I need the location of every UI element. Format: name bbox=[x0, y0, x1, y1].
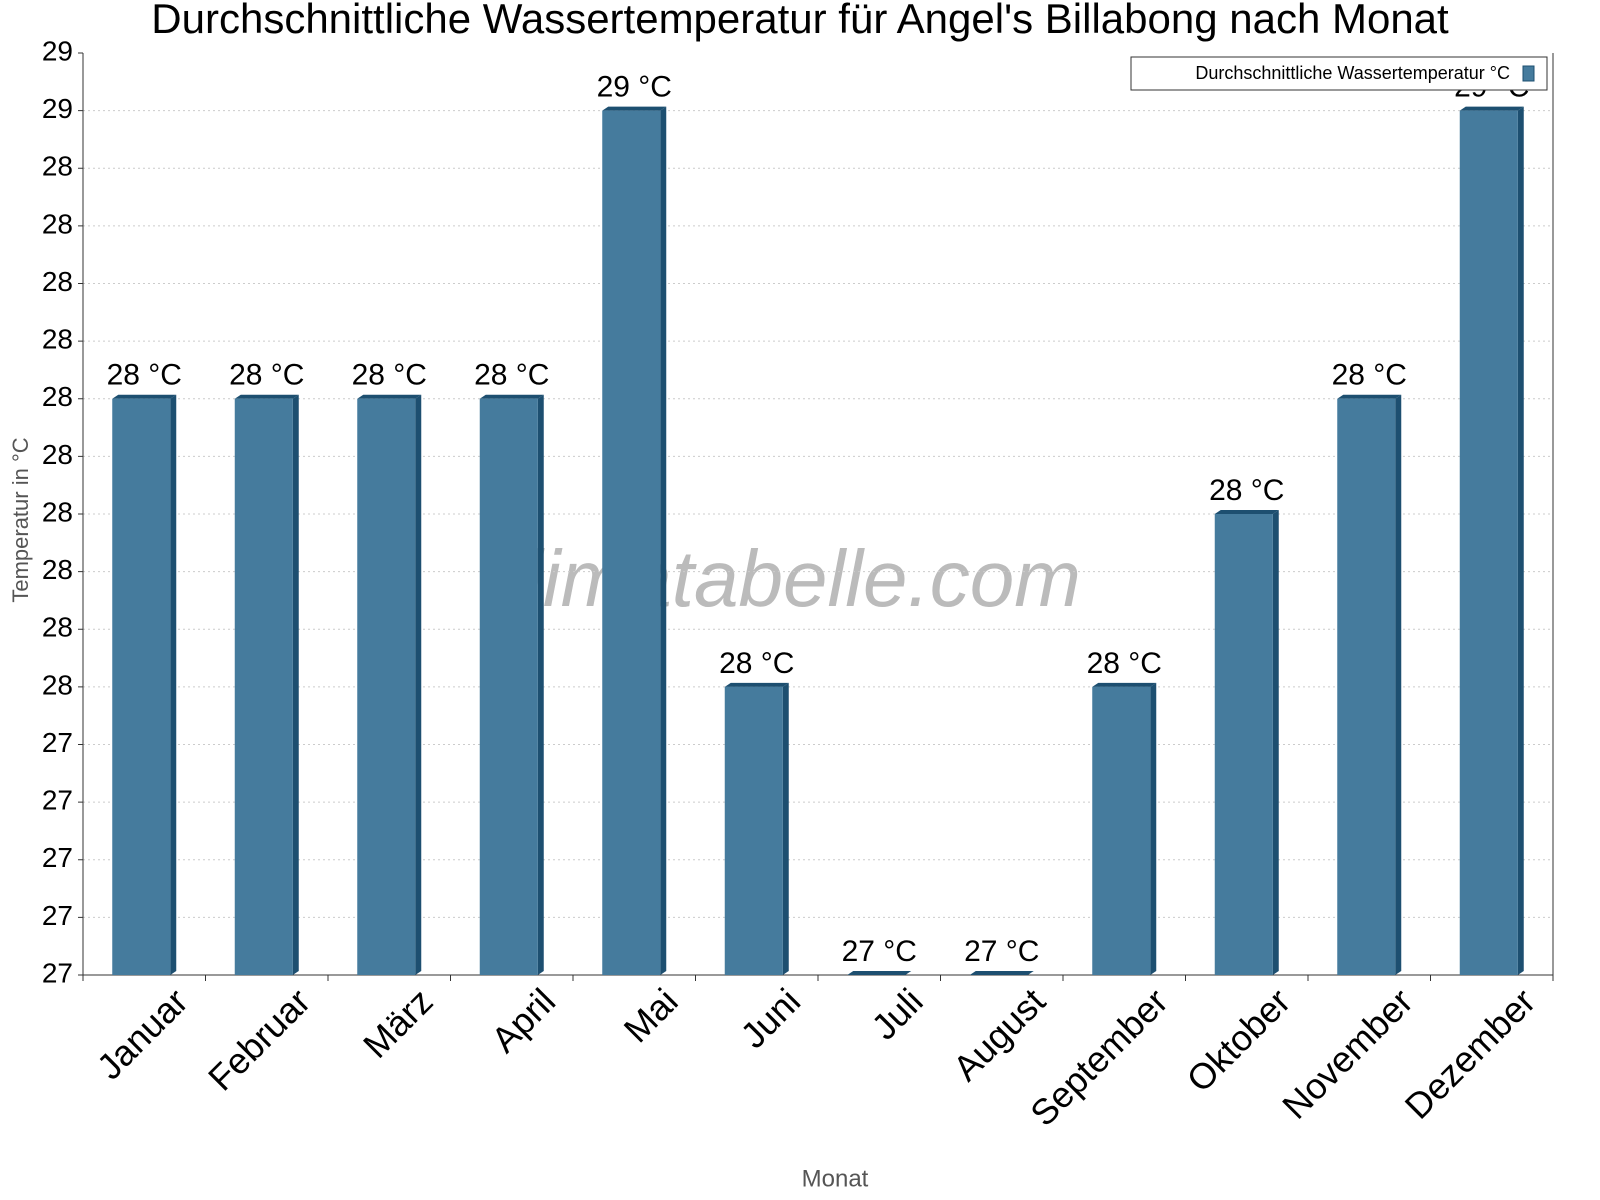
bar bbox=[602, 110, 661, 975]
y-tick-label: 28 bbox=[42, 381, 73, 412]
value-label: 28 °C bbox=[352, 359, 427, 392]
y-tick-label: 28 bbox=[42, 496, 73, 527]
value-label: 28 °C bbox=[474, 359, 549, 392]
bar-side bbox=[1395, 394, 1402, 975]
y-tick-label: 28 bbox=[42, 554, 73, 585]
bar bbox=[234, 398, 293, 975]
bar-top bbox=[357, 394, 422, 399]
y-tick-label: 28 bbox=[42, 266, 73, 297]
bar-side bbox=[1272, 510, 1279, 975]
bar-side bbox=[660, 106, 667, 975]
bar-side bbox=[170, 394, 177, 975]
bar-side bbox=[1150, 682, 1157, 975]
value-label: 29 °C bbox=[597, 71, 672, 104]
bar bbox=[1092, 686, 1151, 975]
x-tick-label: Januar bbox=[89, 980, 196, 1087]
y-tick-label: 28 bbox=[42, 669, 73, 700]
y-tick-label: 28 bbox=[42, 151, 73, 182]
bar-top bbox=[1214, 510, 1279, 514]
bar bbox=[1214, 514, 1273, 975]
bar-side bbox=[415, 394, 422, 975]
y-tick-label: 27 bbox=[42, 842, 73, 873]
bar-top bbox=[112, 394, 177, 399]
x-tick-label: April bbox=[483, 980, 563, 1060]
x-tick-label: Juli bbox=[863, 980, 930, 1047]
y-tick-label: 28 bbox=[42, 612, 73, 643]
y-tick-label: 28 bbox=[42, 208, 73, 239]
x-tick-label: Mai bbox=[616, 980, 686, 1050]
value-label: 28 °C bbox=[719, 647, 794, 680]
y-tick-label: 29 bbox=[42, 35, 73, 66]
legend-swatch bbox=[1522, 65, 1535, 82]
bar bbox=[1459, 110, 1518, 975]
bar-top bbox=[724, 682, 789, 687]
legend-box bbox=[1130, 56, 1548, 91]
y-tick-label: 27 bbox=[42, 957, 73, 988]
legend-label: Durchschnittliche Wassertemperatur °C bbox=[1195, 63, 1510, 83]
value-label: 28 °C bbox=[229, 359, 304, 392]
y-axis-title: Temperatur in °C bbox=[8, 437, 33, 602]
y-tick-label: 27 bbox=[42, 900, 73, 931]
bar-top bbox=[479, 394, 544, 399]
x-tick-label: November bbox=[1274, 980, 1420, 1126]
bar-side bbox=[782, 682, 789, 975]
bar-top bbox=[1337, 394, 1402, 399]
bar-top bbox=[847, 971, 912, 975]
value-label: 27 °C bbox=[842, 935, 917, 968]
y-tick-label: 27 bbox=[42, 727, 73, 758]
value-label: 27 °C bbox=[964, 935, 1039, 968]
bar bbox=[357, 398, 416, 975]
bar-top bbox=[969, 971, 1034, 975]
x-tick-label: August bbox=[945, 980, 1053, 1088]
chart-title: Durchschnittliche Wassertemperatur für A… bbox=[151, 0, 1449, 42]
bar bbox=[112, 398, 171, 975]
value-label: 28 °C bbox=[1087, 647, 1162, 680]
y-tick-label: 28 bbox=[42, 324, 73, 355]
y-tick-label: 29 bbox=[42, 93, 73, 124]
value-label: 28 °C bbox=[107, 359, 182, 392]
bar bbox=[724, 686, 783, 975]
watermark: klimatabelle.com bbox=[485, 534, 1081, 623]
y-tick-label: 27 bbox=[42, 785, 73, 816]
bar-side bbox=[537, 394, 544, 975]
x-tick-label: Oktober bbox=[1179, 980, 1299, 1100]
x-axis-title: Monat bbox=[802, 1165, 869, 1192]
bar-top bbox=[602, 106, 667, 111]
x-tick-label: Juni bbox=[732, 980, 808, 1056]
bar bbox=[479, 398, 538, 975]
bar-side bbox=[1517, 106, 1524, 975]
x-tick-label: Dezember bbox=[1397, 980, 1543, 1126]
y-tick-label: 28 bbox=[42, 439, 73, 470]
bar bbox=[1337, 398, 1396, 975]
bar-top bbox=[234, 394, 299, 399]
x-tick-label: März bbox=[355, 980, 441, 1066]
bar-top bbox=[1092, 682, 1157, 687]
x-tick-label: Februar bbox=[200, 980, 318, 1098]
value-label: 28 °C bbox=[1332, 359, 1407, 392]
value-label: 28 °C bbox=[1209, 474, 1284, 507]
bar-top bbox=[1459, 106, 1524, 111]
bar-side bbox=[292, 394, 299, 975]
